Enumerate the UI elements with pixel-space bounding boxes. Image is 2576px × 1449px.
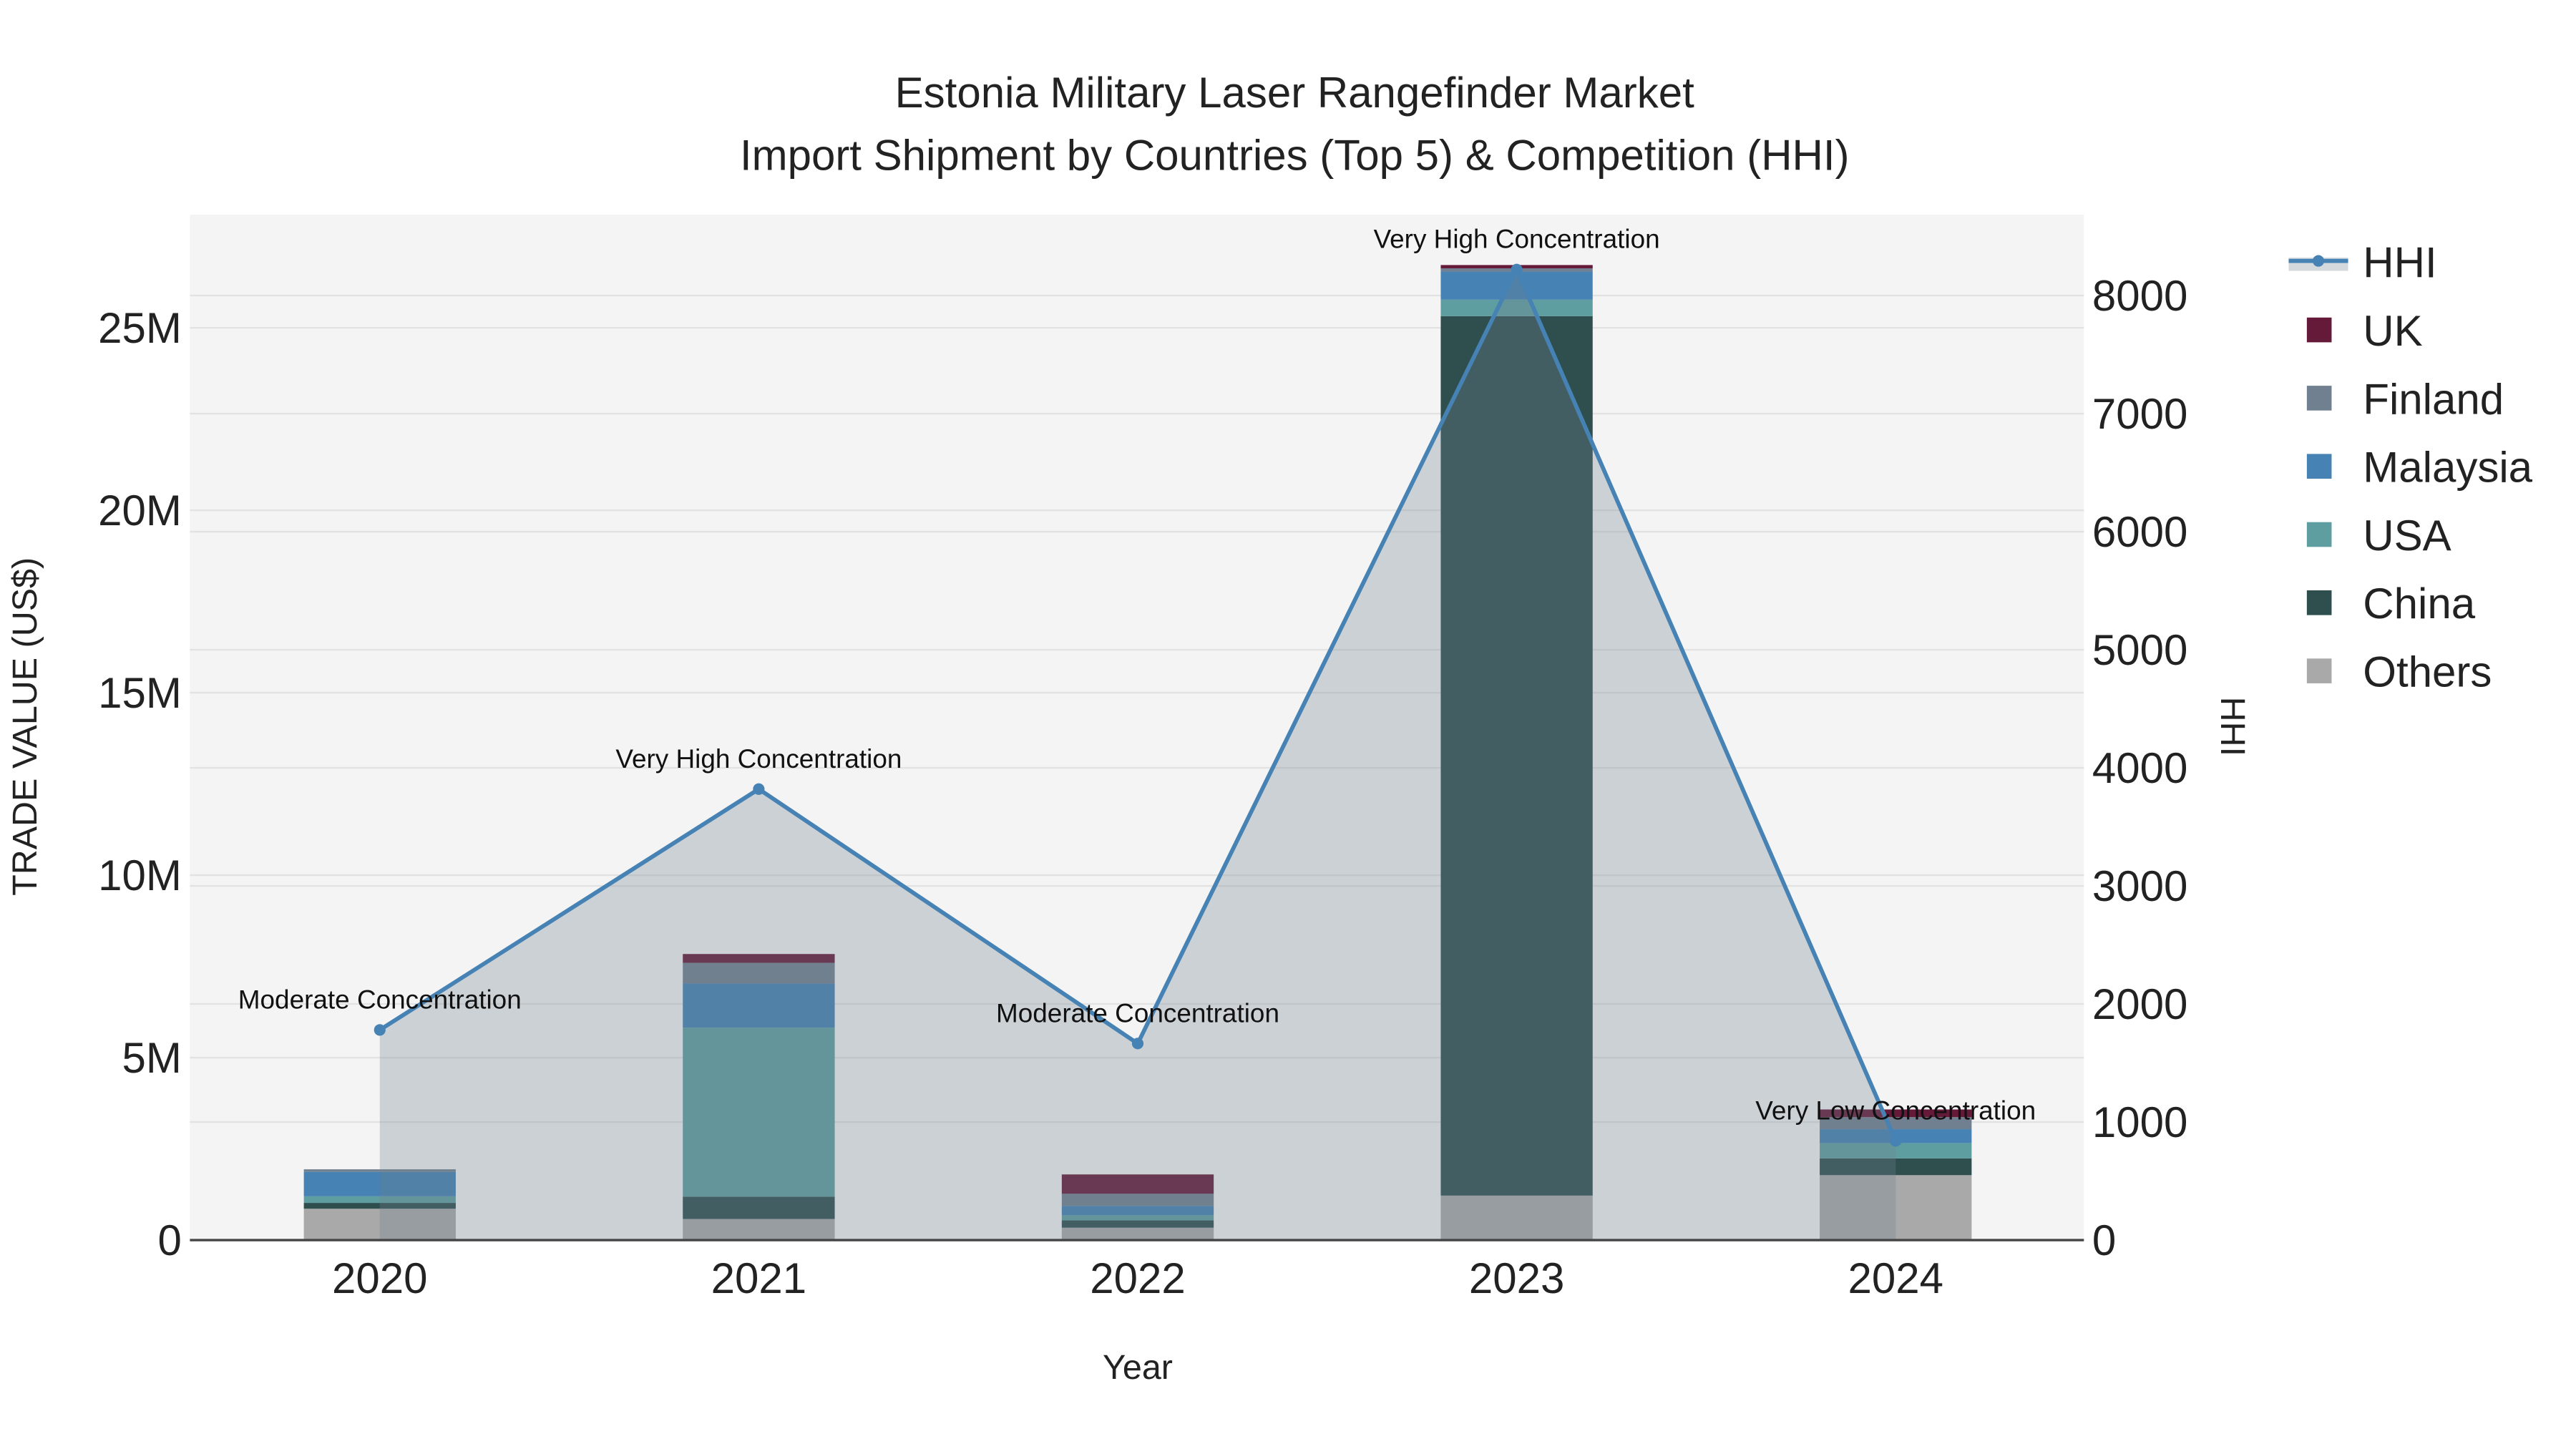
bar-china-2022 [1061,1220,1214,1228]
bars [303,265,1972,1241]
bar-finland-2021 [683,962,835,984]
y2-tick-label: 7000 [2092,390,2187,438]
legend-label: USA [2363,512,2451,560]
bar-malaysia-2020 [303,1171,456,1196]
legend-item-finland[interactable]: Finland [2306,375,2504,423]
bar-others-2024 [1820,1175,1972,1241]
plot-area [190,215,2084,1241]
legend-label: Others [2363,648,2492,696]
legend-item-usa[interactable]: USA [2306,512,2451,560]
bar-usa-2020 [303,1196,456,1204]
bar-finland-2020 [303,1169,456,1172]
legend-swatch-marker [2312,255,2325,267]
legend-swatch [2306,386,2332,411]
y2-tick-label: 6000 [2092,508,2187,556]
y2-tick-label: 3000 [2092,862,2187,910]
legend-swatch [2306,454,2332,479]
y2-tick-label: 1000 [2092,1098,2187,1146]
y-tick-label: 0 [157,1216,181,1264]
legend-swatch [2306,317,2332,343]
bar-malaysia-2022 [1061,1206,1214,1216]
hhi-annotation: Very High Concentration [1374,225,1660,254]
y2-tick-label: 2000 [2092,980,2187,1028]
bar-malaysia-2023 [1440,271,1593,300]
hhi-annotation: Very High Concentration [615,744,902,774]
bar-china-2020 [303,1203,456,1209]
y2-tick-label: 8000 [2092,272,2187,320]
x-tick-label: 2021 [711,1254,806,1302]
tick-labels: 0 5M 10M 15M 20M 25M 0 1000 2000 3000 4000 5000 6000… [98,272,2187,1302]
hhi-point [374,1024,386,1036]
y2-tick-label: 5000 [2092,626,2187,674]
bar-others-2022 [1061,1227,1214,1241]
bar-uk-2021 [683,954,835,963]
bar-usa-2024 [1820,1143,1972,1158]
hhi-point [1511,263,1523,275]
bar-china-2021 [683,1196,835,1219]
bar-malaysia-2021 [683,983,835,1028]
hhi-area-fill [379,269,1896,1241]
bar-finland-2022 [1061,1194,1214,1206]
bar-others-2020 [303,1209,456,1241]
legend-label: China [2363,580,2475,628]
y-tick-label: 25M [98,304,182,352]
hhi-point [1131,1038,1144,1050]
bar-uk-2022 [1061,1174,1214,1194]
y-axis-title: TRADE VALUE (US$) [6,557,44,896]
y-tick-label: 5M [122,1034,181,1082]
bar-china-2024 [1820,1158,1972,1176]
y-tick-label: 10M [98,852,182,899]
legend-label: Finland [2363,375,2504,423]
bar-china-2023 [1440,316,1593,1196]
y-tick-label: 15M [98,669,182,717]
legend-swatch [2306,522,2332,547]
bar-uk-2024 [1820,1109,1972,1118]
legend-item-malaysia[interactable]: Malaysia [2306,444,2533,492]
legend-label: HHI [2363,239,2436,287]
legend-item-uk[interactable]: UK [2306,307,2423,355]
x-tick-label: 2023 [1469,1254,1564,1302]
hhi-point [753,783,765,795]
hhi-series: Moderate Concentration Very High Concentr… [238,225,2036,1241]
hhi-annotation: Moderate Concentration [996,998,1279,1028]
y2-tick-label: 4000 [2092,744,2187,792]
bar-usa-2022 [1061,1215,1214,1221]
y-tick-label: 20M [98,487,182,535]
x-tick-label: 2024 [1848,1254,1943,1302]
bar-others-2021 [683,1219,835,1241]
legend-label: UK [2363,307,2422,355]
legend-label: Malaysia [2363,444,2532,492]
y2-tick-label: 0 [2092,1216,2116,1264]
bar-others-2023 [1440,1195,1593,1241]
chart-subtitle: Import Shipment by Countries (Top 5) & C… [740,132,1850,180]
x-tick-label: 2020 [332,1254,427,1302]
bar-usa-2021 [683,1028,835,1197]
legend-swatch [2306,658,2332,683]
legend: HHI UK Finland Malaysia USA China Others [2288,239,2533,696]
hhi-annotation: Moderate Concentration [238,985,522,1014]
bar-usa-2023 [1440,299,1593,316]
legend-item-others[interactable]: Others [2306,648,2492,696]
x-axis-title: Year [1103,1348,1173,1387]
chart-title: Estonia Military Laser Rangefinder Marke… [895,69,1694,117]
legend-item-hhi[interactable]: HHI [2288,239,2437,287]
x-tick-label: 2022 [1090,1254,1185,1302]
bar-finland-2024 [1820,1117,1972,1130]
gridlines [190,294,2084,1123]
hhi-point [1890,1135,1902,1147]
legend-swatch [2306,590,2332,615]
hhi-annotation: Very Low Concentration [1755,1096,2036,1125]
y2-axis-title: HHI [2213,697,2252,756]
legend-item-china[interactable]: China [2306,580,2476,628]
